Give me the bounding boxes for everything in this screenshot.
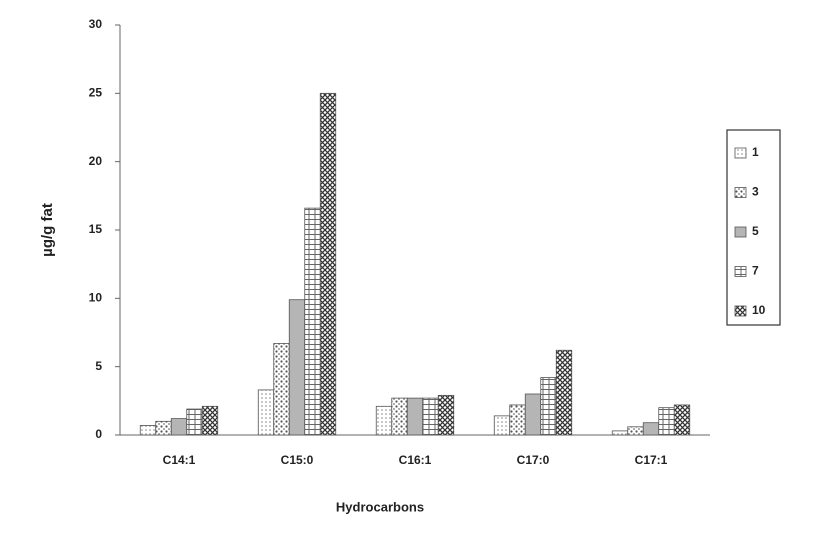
- bar: [155, 420, 172, 436]
- x-tick-label: C16:1: [399, 453, 432, 467]
- bar: [304, 207, 321, 436]
- y-tick-label: 10: [89, 291, 103, 305]
- x-tick-label: C17:1: [635, 453, 668, 467]
- bar: [406, 397, 424, 436]
- y-tick-label: 0: [95, 427, 102, 441]
- bar: [319, 92, 337, 436]
- bar: [288, 299, 306, 436]
- bar: [540, 377, 557, 436]
- bar: [273, 343, 290, 436]
- legend-swatch: [734, 305, 747, 317]
- bar: [627, 426, 644, 436]
- bar: [509, 404, 526, 436]
- legend-swatch: [734, 266, 747, 277]
- y-tick-label: 15: [89, 222, 103, 236]
- bar: [642, 422, 660, 436]
- bar: [493, 415, 511, 436]
- y-tick-label: 5: [95, 359, 102, 373]
- bar: [257, 389, 275, 436]
- bar: [524, 393, 542, 436]
- bar: [139, 425, 157, 436]
- legend-label: 5: [752, 224, 759, 238]
- y-tick-label: 30: [89, 17, 103, 31]
- x-tick-label: C17:0: [517, 453, 550, 467]
- bar: [555, 349, 573, 436]
- bar: [437, 394, 455, 436]
- legend-label: 7: [752, 264, 759, 278]
- legend-swatch: [734, 147, 747, 159]
- x-axis-label: Hydrocarbons: [336, 499, 424, 514]
- bar: [673, 404, 691, 436]
- bar: [391, 397, 408, 436]
- legend-swatch: [734, 187, 747, 198]
- y-axis-label: µg/g fat: [39, 203, 56, 257]
- y-tick-label: 20: [89, 154, 103, 168]
- bar: [186, 408, 203, 436]
- bar: [170, 418, 188, 436]
- bar: [375, 405, 393, 436]
- bar: [422, 397, 439, 436]
- legend-swatch: [734, 226, 747, 238]
- bar: [201, 405, 219, 436]
- x-tick-label: C15:0: [281, 453, 314, 467]
- bar: [658, 407, 675, 436]
- legend-label: 3: [752, 185, 759, 199]
- y-tick-label: 25: [89, 86, 103, 100]
- legend-label: 1: [752, 145, 759, 159]
- x-tick-label: C14:1: [163, 453, 196, 467]
- bar: [611, 430, 629, 436]
- legend-label: 10: [752, 303, 766, 317]
